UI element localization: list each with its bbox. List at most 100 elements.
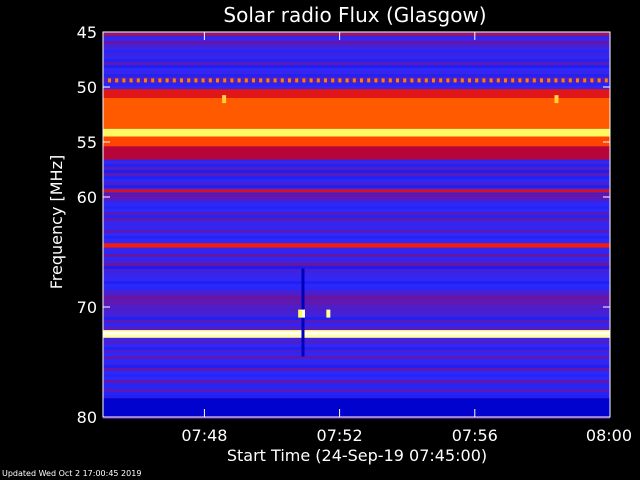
burst-point	[298, 309, 303, 318]
heatmap-stripe	[103, 77, 610, 80]
burst-point	[326, 309, 331, 318]
interference-dash	[381, 78, 385, 83]
heatmap-stripe	[103, 164, 610, 167]
heatmap-stripe	[103, 386, 610, 389]
heatmap-stripe	[103, 305, 610, 308]
heatmap-stripe	[103, 314, 610, 317]
heatmap-stripe	[103, 380, 610, 383]
heatmap-stripe	[103, 290, 610, 293]
heatmap-stripe	[103, 395, 610, 398]
emission-band	[103, 189, 610, 193]
heatmap-stripe	[103, 65, 610, 68]
heatmap-stripe	[103, 368, 610, 371]
interference-dash	[136, 78, 140, 83]
interference-dash	[453, 78, 457, 83]
heatmap-area	[103, 32, 610, 419]
heatmap-stripe	[103, 179, 610, 182]
interference-dash	[244, 78, 248, 83]
burst-point	[554, 95, 559, 104]
heatmap-stripe	[103, 281, 610, 284]
x-axis-label: Start Time (24-Sep-19 07:45:00)	[227, 446, 487, 465]
x-tick-label: 08:00	[586, 426, 632, 445]
heatmap-stripe	[103, 86, 610, 89]
interference-dash	[129, 78, 133, 83]
interference-dash	[532, 78, 536, 83]
interference-dash	[331, 78, 335, 83]
interference-dash	[367, 78, 371, 83]
interference-dash	[151, 78, 155, 83]
interference-dash	[597, 78, 601, 83]
heatmap-stripe	[103, 344, 610, 347]
interference-dash	[187, 78, 191, 83]
heatmap-stripe	[103, 74, 610, 77]
interference-dash	[201, 78, 205, 83]
heatmap-stripe	[103, 287, 610, 290]
emission-band	[103, 128, 610, 137]
interference-dash	[417, 78, 421, 83]
y-tick-label: 45	[77, 23, 97, 42]
heatmap-stripe	[103, 296, 610, 299]
interference-dash	[460, 78, 464, 83]
interference-dash	[475, 78, 479, 83]
interference-dash	[489, 78, 493, 83]
y-tick-label: 60	[77, 188, 97, 207]
interference-dash	[540, 78, 543, 83]
heatmap-stripe	[103, 308, 610, 311]
heatmap-stripe	[103, 260, 610, 263]
heatmap-stripe	[103, 59, 610, 62]
interference-dash	[403, 78, 407, 83]
interference-dash	[352, 78, 356, 83]
heatmap-stripe	[103, 374, 610, 377]
interference-dash	[324, 78, 327, 83]
heatmap-stripe	[103, 209, 610, 212]
heatmap-stripe	[103, 275, 610, 278]
interference-dash	[295, 78, 299, 83]
interference-dash	[172, 78, 176, 83]
updated-timestamp: Updated Wed Oct 2 17:00:45 2019	[2, 469, 142, 478]
heatmap-stripe	[103, 38, 610, 41]
heatmap-stripe	[103, 347, 610, 350]
heatmap-stripe	[103, 257, 610, 260]
heatmap-stripe	[103, 278, 610, 281]
interference-dash	[554, 78, 558, 83]
y-axis-label: Frequency [MHz]	[47, 155, 66, 289]
interference-dash	[208, 78, 212, 83]
heatmap-stripe	[103, 392, 610, 395]
heatmap-stripe	[103, 227, 610, 230]
heatmap-stripe	[103, 389, 610, 392]
heatmap-stripe	[103, 176, 610, 179]
x-tick-label: 07:52	[317, 426, 363, 445]
heatmap-stripe	[103, 350, 610, 353]
heatmap-stripe	[103, 356, 610, 359]
interference-dash	[345, 78, 349, 83]
interference-dash	[360, 78, 363, 83]
interference-dash	[446, 78, 450, 83]
interference-dash	[338, 78, 342, 83]
heatmap-stripe	[103, 167, 610, 170]
heatmap-stripe	[103, 50, 610, 53]
interference-dash	[518, 78, 522, 83]
emission-band	[103, 398, 610, 417]
heatmap-stripe	[103, 293, 610, 296]
interference-dash	[525, 78, 529, 83]
axes: 45 50 55 60 70 80 07:48 07:52 07:56 08:00	[77, 23, 632, 445]
heatmap-stripe	[103, 269, 610, 272]
heatmap-stripe	[103, 83, 610, 86]
heatmap-stripe	[103, 230, 610, 233]
heatmap-stripe	[103, 236, 610, 239]
interference-dash	[504, 78, 507, 83]
y-tick-label: 50	[77, 78, 97, 97]
interference-dash	[237, 78, 241, 83]
interference-dash	[252, 78, 255, 83]
interference-dash	[576, 78, 579, 83]
interference-dash	[316, 78, 320, 83]
heatmap-stripe	[103, 371, 610, 374]
interference-dash	[180, 78, 183, 83]
interference-dash	[468, 78, 471, 83]
heatmap-stripe	[103, 194, 610, 197]
burst-point	[222, 95, 227, 104]
heatmap-stripe	[103, 233, 610, 236]
heatmap-stripe	[103, 35, 610, 38]
heatmap-stripe	[103, 200, 610, 203]
